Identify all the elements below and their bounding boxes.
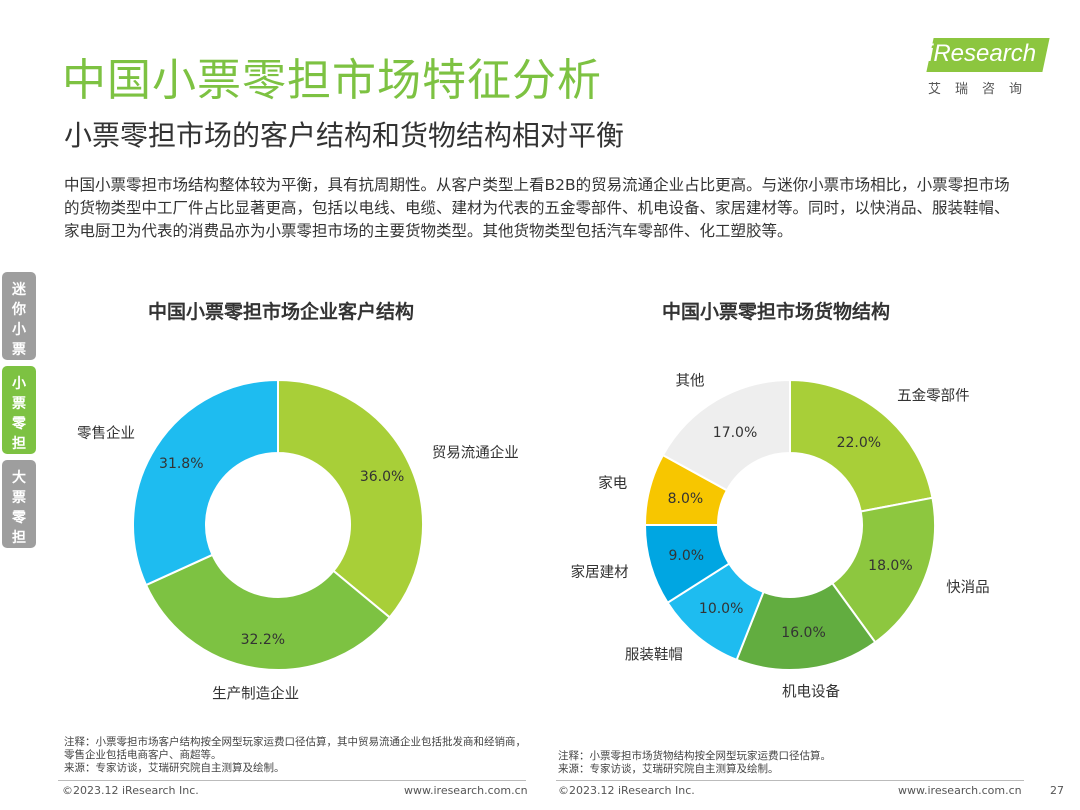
customer-value-label-2: 31.8% bbox=[159, 456, 203, 472]
note-right-comment: 注释：小票零担市场货物结构按全网型玩家运费口径估算。 bbox=[558, 750, 831, 762]
footer-divider-right bbox=[556, 780, 1024, 781]
goods-value-label-2: 16.0% bbox=[781, 625, 825, 641]
customer-category-label-0: 贸易流通企业 bbox=[432, 444, 519, 462]
footer-copyright-right: ©2023.12 iResearch Inc. bbox=[558, 784, 695, 797]
goods-category-label-0: 五金零部件 bbox=[897, 388, 970, 405]
footer-url-left: www.iresearch.com.cn bbox=[404, 784, 528, 797]
chart-title-goods: 中国小票零担市场货物结构 bbox=[662, 301, 891, 323]
customer-value-label-1: 32.2% bbox=[241, 632, 285, 648]
side-tab-char: 零 bbox=[12, 510, 26, 526]
customer-category-label-2: 零售企业 bbox=[77, 424, 135, 442]
customer-value-label-0: 36.0% bbox=[360, 469, 404, 485]
goods-category-label-2: 机电设备 bbox=[782, 684, 840, 701]
goods-slice-1 bbox=[830, 496, 936, 644]
customer-slice-1 bbox=[144, 553, 392, 671]
side-tab-char: 你 bbox=[12, 302, 26, 318]
side-tab-char: 票 bbox=[12, 342, 26, 358]
iresearch-logo: iResearch 艾瑞咨询 bbox=[916, 38, 1050, 98]
footer-divider-left bbox=[58, 780, 526, 781]
goods-category-label-4: 家居建材 bbox=[571, 564, 629, 581]
note-left: 注释：小票零担市场客户结构按全网型玩家运费口径估算，其中贸易流通企业包括批发商和… bbox=[64, 736, 534, 775]
side-tab-char: 小 bbox=[12, 376, 26, 392]
customer-slice-0 bbox=[277, 378, 424, 619]
side-tab-char: 票 bbox=[12, 396, 26, 412]
customer-slice-2 bbox=[132, 378, 279, 587]
goods-category-label-6: 其他 bbox=[675, 372, 704, 389]
note-left-comment: 注释：小票零担市场客户结构按全网型玩家运费口径估算，其中贸易流通企业包括批发商和… bbox=[64, 736, 526, 761]
goods-category-label-3: 服装鞋帽 bbox=[625, 646, 683, 663]
goods-value-label-3: 10.0% bbox=[699, 601, 743, 617]
note-right-source: 来源：专家访谈，艾瑞研究院自主测算及绘制。 bbox=[558, 763, 779, 775]
goods-slice-6 bbox=[661, 378, 791, 492]
goods-slice-0 bbox=[789, 378, 934, 513]
page-number: 27 bbox=[1050, 784, 1064, 797]
side-tab-char: 零 bbox=[12, 416, 26, 432]
footer-url-right: www.iresearch.com.cn bbox=[898, 784, 1022, 797]
note-left-source: 来源：专家访谈，艾瑞研究院自主测算及绘制。 bbox=[64, 762, 285, 774]
side-tab-char: 迷 bbox=[12, 282, 26, 298]
chart-title-customer: 中国小票零担市场企业客户结构 bbox=[148, 301, 415, 323]
customer-category-label-1: 生产制造企业 bbox=[212, 685, 299, 703]
side-tab-small[interactable]: 小 票 零 担 bbox=[2, 366, 36, 454]
page-title: 中国小票零担市场特征分析 bbox=[62, 55, 602, 106]
logo-cn: 艾瑞咨询 bbox=[928, 82, 1037, 97]
goods-category-label-1: 快消品 bbox=[946, 579, 990, 596]
side-tab-large[interactable]: 大 票 零 担 bbox=[2, 460, 36, 548]
page-subtitle: 小票零担市场的客户结构和货物结构相对平衡 bbox=[64, 119, 625, 152]
goods-value-label-1: 18.0% bbox=[868, 558, 912, 574]
intro-paragraph: 中国小票零担市场结构整体较为平衡，具有抗周期性。从客户类型上看B2B的贸易流通企… bbox=[64, 176, 1010, 240]
goods-value-label-0: 22.0% bbox=[837, 435, 881, 451]
goods-value-label-6: 17.0% bbox=[713, 425, 757, 441]
goods-category-label-5: 家电 bbox=[598, 475, 627, 492]
logo-text: iResearch bbox=[928, 40, 1037, 67]
side-tab-char: 担 bbox=[12, 436, 26, 452]
side-tab-char: 小 bbox=[12, 322, 26, 338]
side-tab-mini[interactable]: 迷 你 小 票 bbox=[2, 272, 36, 360]
side-tab-char: 大 bbox=[12, 470, 26, 486]
goods-value-label-4: 9.0% bbox=[668, 548, 704, 564]
note-right: 注释：小票零担市场货物结构按全网型玩家运费口径估算。 来源：专家访谈，艾瑞研究院… bbox=[558, 750, 1028, 776]
goods-value-label-5: 8.0% bbox=[668, 491, 704, 507]
footer-copyright-left: ©2023.12 iResearch Inc. bbox=[62, 784, 199, 797]
side-tab-char: 票 bbox=[12, 490, 26, 506]
side-tab-char: 担 bbox=[12, 530, 26, 546]
